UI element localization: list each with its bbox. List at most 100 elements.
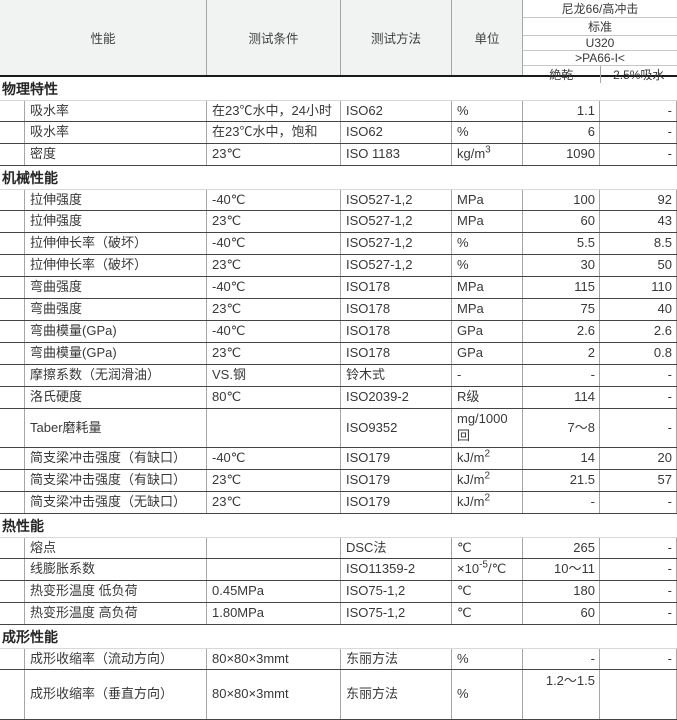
method-cell: ISO179 xyxy=(341,448,452,469)
condition-cell: 1.80MPa xyxy=(207,603,341,624)
unit-cell: % xyxy=(452,255,523,276)
method-cell: ISO 1183 xyxy=(341,144,452,165)
header-unit: 单位 xyxy=(452,0,523,75)
dry-value-cell: 2.6 xyxy=(523,321,600,342)
table-row: 简支梁冲击强度（有缺口） 23℃ ISO179 kJ/m2 21.5 57 xyxy=(0,470,677,492)
property-cell: 弯曲强度 xyxy=(25,277,207,298)
table-section: 热性能 熔点 DSC法 ℃ 265 - 线膨胀系数 ISO11359-2 ×10… xyxy=(0,514,677,625)
method-cell: ISO9352 xyxy=(341,409,452,447)
property-cell: 热变形温度 高负荷 xyxy=(25,603,207,624)
property-cell: 熔点 xyxy=(25,538,207,558)
row-gutter xyxy=(0,538,25,558)
row-gutter xyxy=(0,190,25,210)
section-title: 机械性能 xyxy=(0,166,677,189)
table-row: 拉伸伸长率（破坏） 23℃ ISO527-1,2 % 30 50 xyxy=(0,255,677,277)
dry-value-cell: 114 xyxy=(523,387,600,408)
row-gutter xyxy=(0,492,25,513)
property-cell: 拉伸强度 xyxy=(25,211,207,232)
unit-cell: % xyxy=(452,233,523,254)
row-gutter xyxy=(0,101,25,121)
method-cell: ISO178 xyxy=(341,321,452,342)
dry-value-cell: 1.2〜1.5 xyxy=(523,670,600,719)
wet-value-cell xyxy=(600,670,677,719)
unit-cell: ×10-5/℃ xyxy=(452,559,523,580)
method-cell: ISO527-1,2 xyxy=(341,255,452,276)
row-gutter xyxy=(0,299,25,320)
table-row: 成形收缩率（流动方向） 80×80×3mmt 东丽方法 % - - xyxy=(0,648,677,670)
wet-value-cell: - xyxy=(600,144,677,165)
dry-value-cell: 14 xyxy=(523,448,600,469)
method-cell: ISO11359-2 xyxy=(341,559,452,580)
condition-cell: 23℃ xyxy=(207,255,341,276)
property-cell: 弯曲强度 xyxy=(25,299,207,320)
section-title: 成形性能 xyxy=(0,625,677,648)
condition-cell: 在23℃水中，饱和 xyxy=(207,122,341,143)
method-cell: ISO527-1,2 xyxy=(341,233,452,254)
property-cell: 拉伸强度 xyxy=(25,190,207,210)
row-gutter xyxy=(0,387,25,408)
table-section: 成形性能 成形收缩率（流动方向） 80×80×3mmt 东丽方法 % - - 成… xyxy=(0,625,677,720)
condition-cell: -40℃ xyxy=(207,448,341,469)
property-cell: 热变形温度 低负荷 xyxy=(25,581,207,602)
property-cell: 弯曲模量(GPa) xyxy=(25,343,207,364)
table-section: 物理特性 吸水率 在23℃水中，24小时 ISO62 % 1.1 - 吸水率 在… xyxy=(0,77,677,166)
row-gutter xyxy=(0,255,25,276)
wet-value-cell: 57 xyxy=(600,470,677,491)
dry-value-cell: 30 xyxy=(523,255,600,276)
condition-cell xyxy=(207,538,341,558)
unit-cell: % xyxy=(452,101,523,121)
condition-cell: -40℃ xyxy=(207,277,341,298)
condition-cell: 80×80×3mmt xyxy=(207,670,341,719)
unit-cell: ℃ xyxy=(452,581,523,602)
property-cell: 吸水率 xyxy=(25,101,207,121)
dry-value-cell: 60 xyxy=(523,211,600,232)
row-gutter xyxy=(0,277,25,298)
wet-value-cell: 20 xyxy=(600,448,677,469)
table-row: 简支梁冲击强度（无缺口） 23℃ ISO179 kJ/m2 - - xyxy=(0,492,677,514)
product-state-columns: 絶乾 2.5%吸水 xyxy=(523,66,677,83)
table-row: 洛氏硬度 80℃ ISO2039-2 R级 114 - xyxy=(0,387,677,409)
method-cell: ISO178 xyxy=(341,299,452,320)
dry-value-cell: 1.1 xyxy=(523,101,600,121)
product-designation: >PA66-I< xyxy=(523,51,677,66)
wet-value-cell: 92 xyxy=(600,190,677,210)
row-gutter xyxy=(0,343,25,364)
dry-value-cell: - xyxy=(523,649,600,669)
method-cell: 东丽方法 xyxy=(341,649,452,669)
condition-cell: 80℃ xyxy=(207,387,341,408)
row-gutter xyxy=(0,649,25,669)
dry-value-cell: 60 xyxy=(523,603,600,624)
section-rows: 拉伸强度 -40℃ ISO527-1,2 MPa 100 92 拉伸强度 23℃… xyxy=(0,189,677,514)
dry-value-cell: 100 xyxy=(523,190,600,210)
header-product-block: 尼龙66/高冲击 标准 U320 >PA66-I< 絶乾 2.5%吸水 xyxy=(523,0,677,75)
condition-cell xyxy=(207,559,341,580)
section-rows: 成形收缩率（流动方向） 80×80×3mmt 东丽方法 % - - 成形收缩率（… xyxy=(0,648,677,720)
condition-cell: -40℃ xyxy=(207,190,341,210)
table-row: 吸水率 在23℃水中，24小时 ISO62 % 1.1 - xyxy=(0,100,677,122)
unit-cell: ℃ xyxy=(452,603,523,624)
condition-cell: 在23℃水中，24小时 xyxy=(207,101,341,121)
method-cell: ISO75-1,2 xyxy=(341,581,452,602)
table-header: 性能 测试条件 测试方法 单位 尼龙66/高冲击 标准 U320 >PA66-I… xyxy=(0,0,677,77)
dry-value-cell: 10〜11 xyxy=(523,559,600,580)
method-cell: ISO527-1,2 xyxy=(341,211,452,232)
unit-cell: % xyxy=(452,649,523,669)
method-cell: ISO75-1,2 xyxy=(341,603,452,624)
unit-cell: MPa xyxy=(452,190,523,210)
property-cell: 拉伸伸长率（破坏） xyxy=(25,255,207,276)
row-gutter xyxy=(0,122,25,143)
section-rows: 吸水率 在23℃水中，24小时 ISO62 % 1.1 - 吸水率 在23℃水中… xyxy=(0,100,677,166)
row-gutter xyxy=(0,233,25,254)
wet-value-cell: - xyxy=(600,581,677,602)
dry-value-cell: 7〜8 xyxy=(523,409,600,447)
unit-cell: % xyxy=(452,670,523,719)
table-row: 拉伸强度 23℃ ISO527-1,2 MPa 60 43 xyxy=(0,211,677,233)
table-row: 摩擦系数（无润滑油） VS.钢 铃木式 - - - xyxy=(0,365,677,387)
property-cell: 简支梁冲击强度（无缺口） xyxy=(25,492,207,513)
unit-cell: R级 xyxy=(452,387,523,408)
wet-value-cell: - xyxy=(600,387,677,408)
section-rows: 熔点 DSC法 ℃ 265 - 线膨胀系数 ISO11359-2 ×10-5/℃… xyxy=(0,537,677,625)
unit-cell: kJ/m2 xyxy=(452,448,523,469)
property-cell: 洛氏硬度 xyxy=(25,387,207,408)
property-cell: 摩擦系数（无润滑油） xyxy=(25,365,207,386)
